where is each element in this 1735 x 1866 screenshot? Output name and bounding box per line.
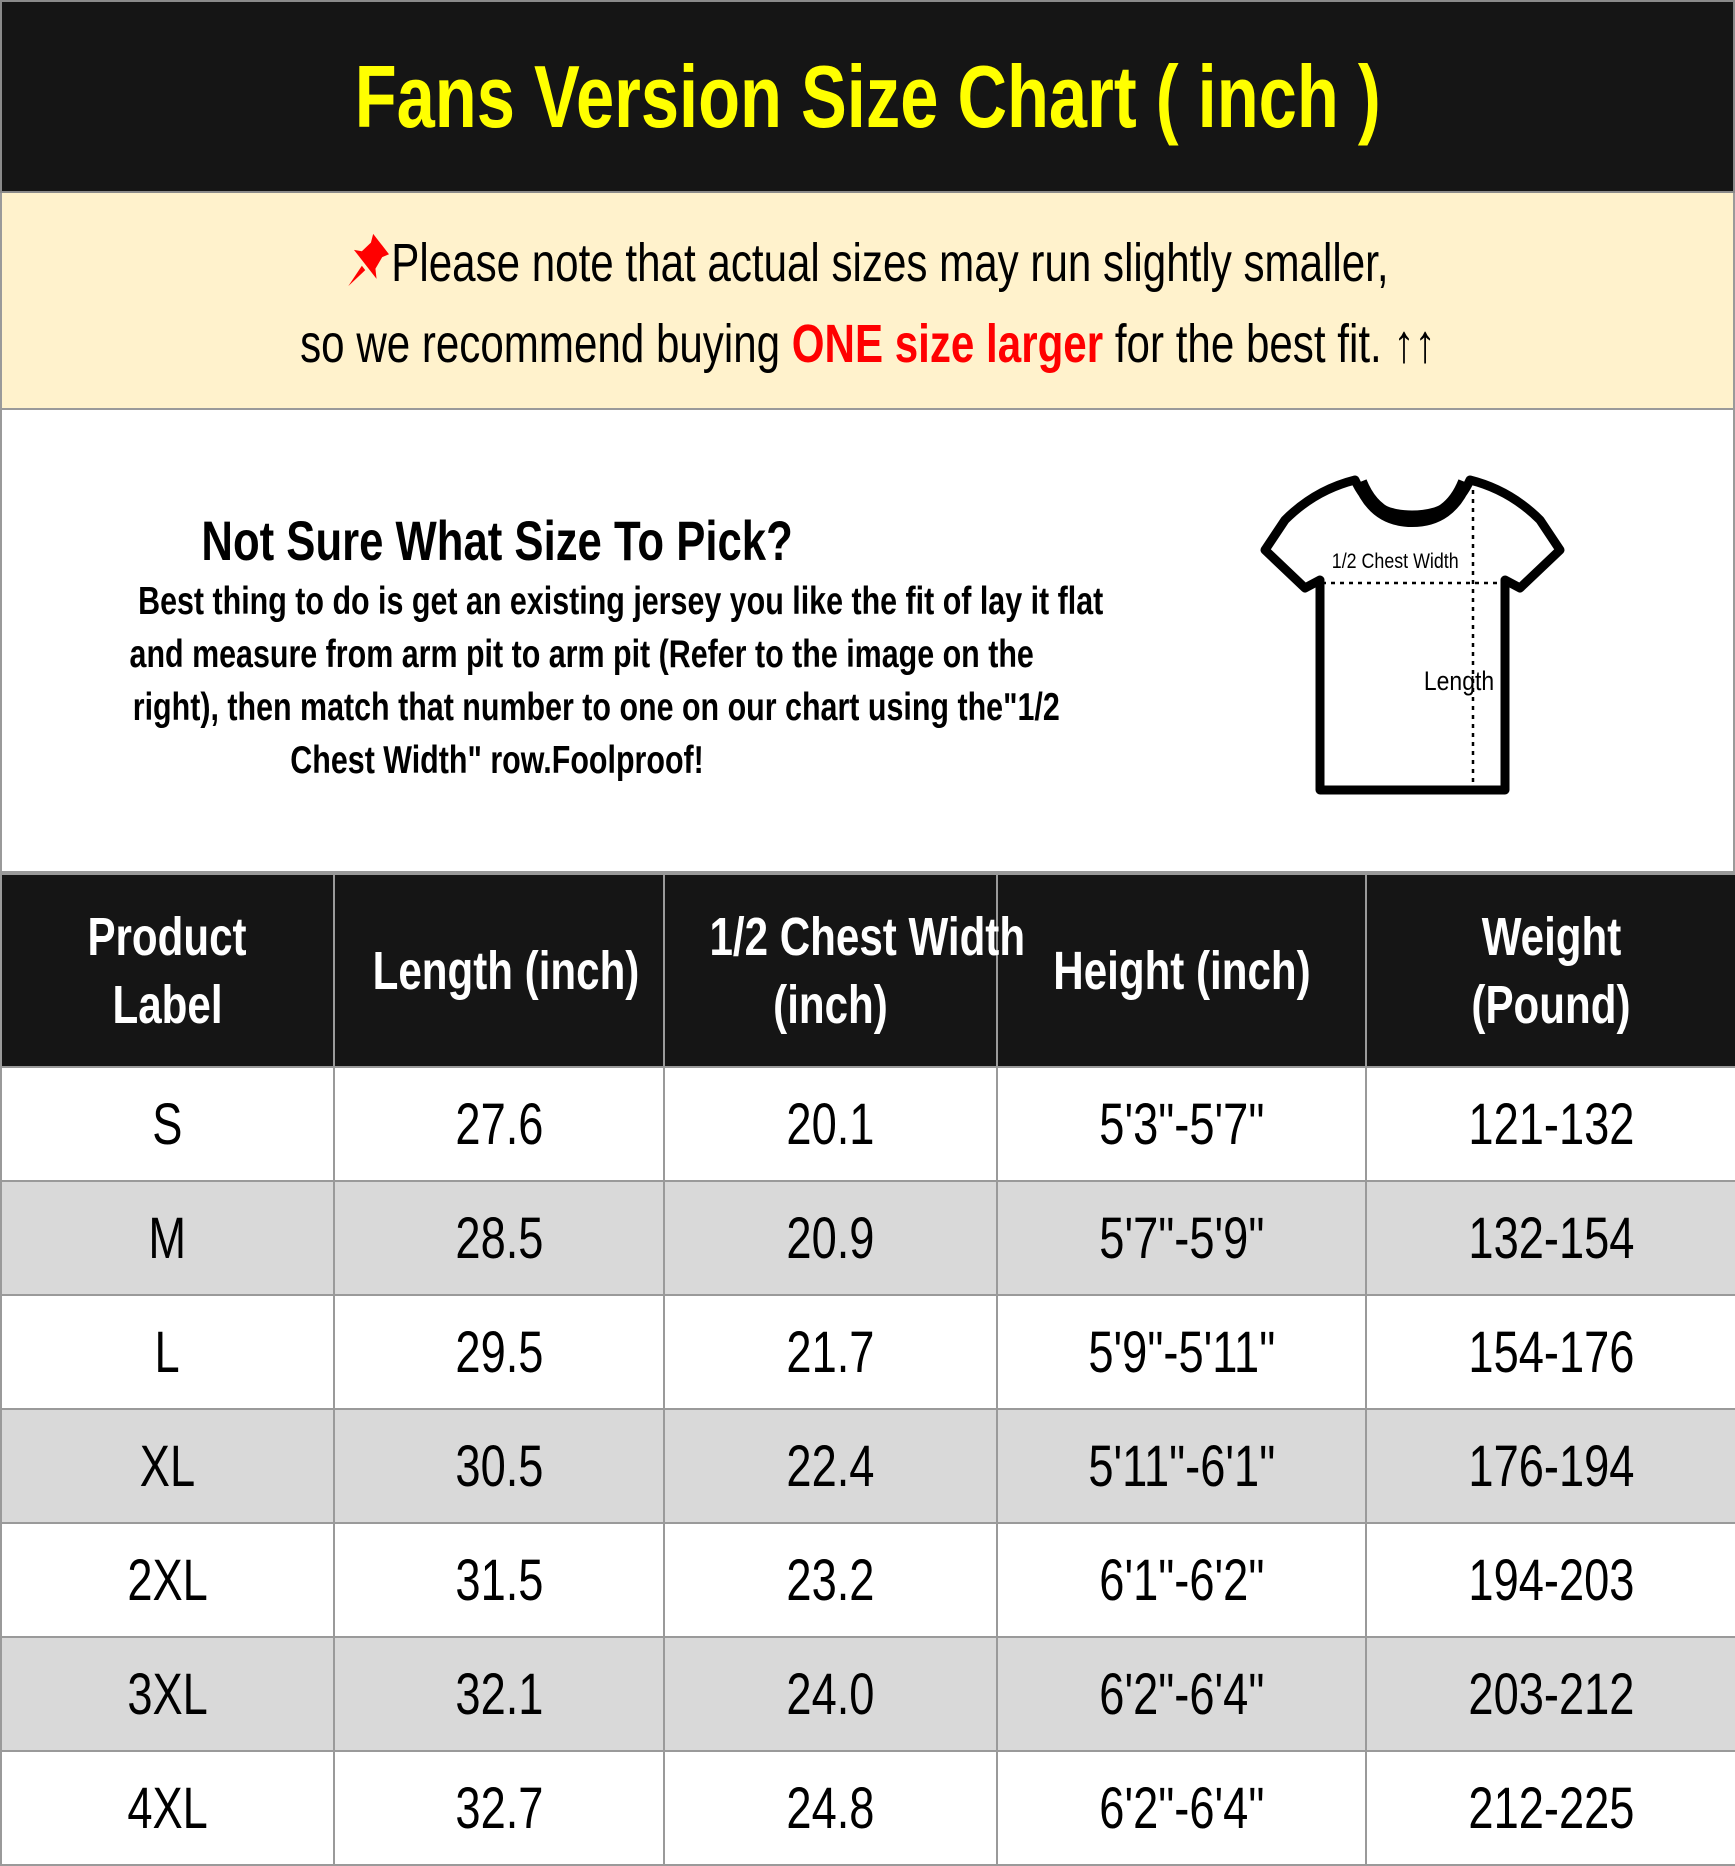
size-table: Product Label Length (inch) 1/2 Chest Width…	[0, 873, 1735, 1866]
table-row: 2XL 31.5 23.2 6'1"-6'2" 194-203	[0, 1522, 1735, 1638]
column-header: Weight (Pound)	[1365, 873, 1735, 1068]
column-header-text: (inch)	[773, 974, 888, 1035]
table-cell: 6'2"-6'4"	[996, 1636, 1367, 1752]
table-cell: 23.2	[663, 1522, 998, 1638]
table-cell: 6'1"-6'2"	[996, 1522, 1367, 1638]
note-line-2-post: for the best fit. ↑↑	[1102, 314, 1436, 374]
table-cell: 5'7"-5'9"	[996, 1180, 1367, 1296]
tshirt-measurement-diagram: 1/2 Chest Width Length	[1260, 475, 1565, 795]
column-header-text: Height (inch)	[1052, 940, 1311, 1001]
help-text: Best thing to do is get an existing jers…	[129, 580, 1104, 782]
table-cell: XL	[0, 1408, 335, 1524]
table-cell: L	[0, 1294, 335, 1410]
table-row: M 28.5 20.9 5'7"-5'9" 132-154	[0, 1180, 1735, 1296]
table-row: 4XL 32.7 24.8 6'2"-6'4" 212-225	[0, 1750, 1735, 1866]
table-cell: 21.7	[663, 1294, 998, 1410]
column-header: 1/2 Chest Width (inch)	[663, 873, 1025, 1068]
table-cell: 32.1	[333, 1636, 665, 1752]
column-header-text: Length (inch)	[372, 940, 640, 1001]
note-line-1: Please note that actual sizes may run sl…	[391, 233, 1389, 293]
table-cell: 5'11"-6'1"	[996, 1408, 1367, 1524]
table-cell: S	[0, 1066, 335, 1182]
column-header-text: Weight	[1481, 906, 1621, 967]
table-cell: 20.1	[663, 1066, 998, 1182]
chest-width-label: 1/2 Chest Width	[1332, 550, 1459, 574]
table-cell: 194-203	[1365, 1522, 1735, 1638]
table-cell: 20.9	[663, 1180, 998, 1296]
table-cell: 31.5	[333, 1522, 665, 1638]
table-row: XL 30.5 22.4 5'11"-6'1" 176-194	[0, 1408, 1735, 1524]
column-header-text: 1/2 Chest Width	[709, 906, 1026, 967]
note-highlight: ONE size larger	[791, 314, 1103, 374]
column-header: Product Label	[0, 873, 335, 1068]
table-cell: 2XL	[0, 1522, 335, 1638]
table-cell: 22.4	[663, 1408, 998, 1524]
table-cell: 132-154	[1365, 1180, 1735, 1296]
table-cell: 121-132	[1365, 1066, 1735, 1182]
table-row: 3XL 32.1 24.0 6'2"-6'4" 203-212	[0, 1636, 1735, 1752]
table-cell: 24.8	[663, 1750, 998, 1866]
column-header-text: Product	[87, 906, 248, 967]
table-cell: 203-212	[1365, 1636, 1735, 1752]
sizing-note: Please note that actual sizes may run sl…	[0, 193, 1735, 410]
table-cell: 5'9"-5'11"	[996, 1294, 1367, 1410]
column-header-text: (Pound)	[1471, 974, 1631, 1035]
table-cell: 29.5	[333, 1294, 665, 1410]
column-header: Length (inch)	[333, 873, 665, 1068]
table-cell: 27.6	[333, 1066, 665, 1182]
table-cell: 3XL	[0, 1636, 335, 1752]
table-cell: 6'2"-6'4"	[996, 1750, 1367, 1866]
note-line-2-pre: so we recommend buying	[299, 314, 792, 374]
table-cell: M	[0, 1180, 335, 1296]
table-cell: 176-194	[1365, 1408, 1735, 1524]
length-label: Length	[1424, 666, 1494, 696]
table-cell: 5'3"-5'7"	[996, 1066, 1367, 1182]
page-title: Fans Version Size Chart ( inch )	[0, 0, 1735, 193]
column-header: Height (inch)	[996, 873, 1367, 1068]
table-row: L 29.5 21.7 5'9"-5'11" 154-176	[0, 1294, 1735, 1410]
table-cell: 30.5	[333, 1408, 665, 1524]
table-cell: 4XL	[0, 1750, 335, 1866]
table-cell: 154-176	[1365, 1294, 1735, 1410]
help-heading: Not Sure What Size To Pick?	[201, 509, 793, 572]
table-cell: 28.5	[333, 1180, 665, 1296]
table-row: S 27.6 20.1 5'3"-5'7" 121-132	[0, 1066, 1735, 1182]
column-header-text: Label	[112, 974, 223, 1035]
table-cell: 24.0	[663, 1636, 998, 1752]
pushpin-icon	[348, 233, 390, 287]
table-cell: 32.7	[333, 1750, 665, 1866]
table-cell: 212-225	[1365, 1750, 1735, 1866]
